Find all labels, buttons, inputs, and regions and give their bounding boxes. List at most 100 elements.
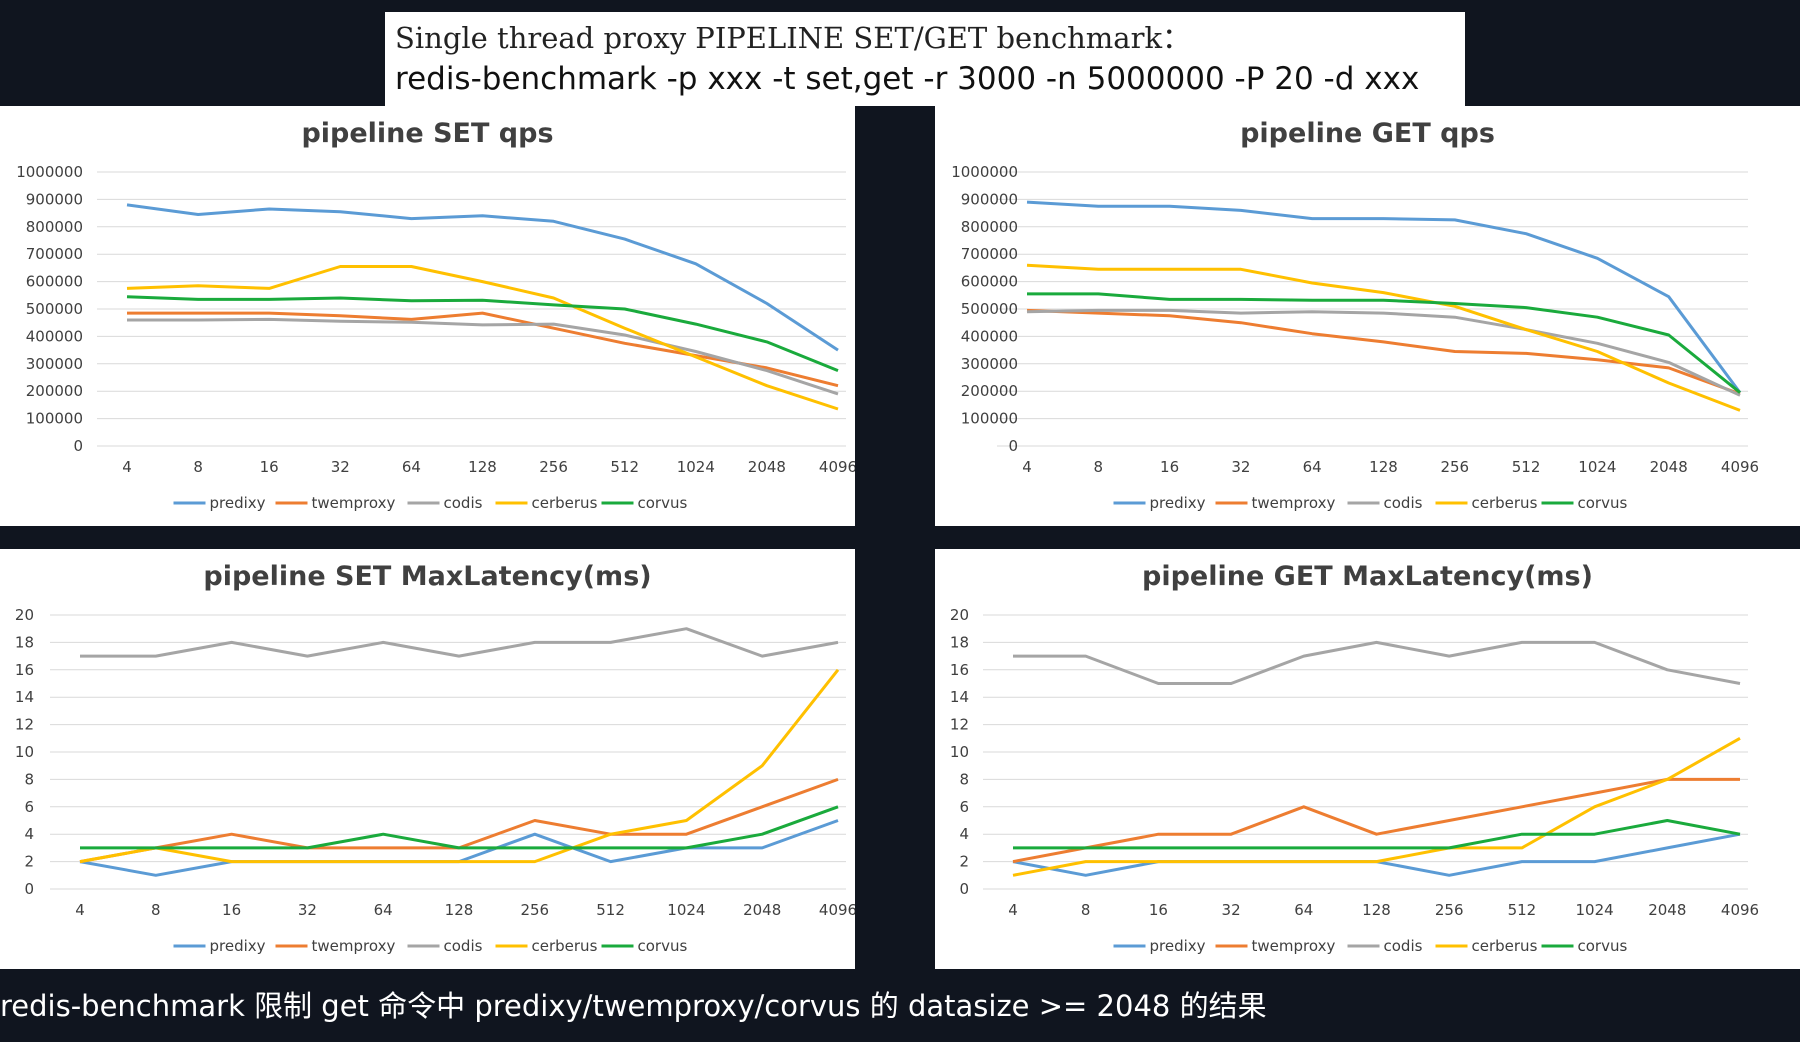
y-tick-label: 18 <box>950 633 969 651</box>
y-tick-label: 800000 <box>26 218 83 236</box>
x-tick-label: 1024 <box>1576 901 1614 919</box>
series-line-codis <box>80 627 839 658</box>
legend-label-corvus: corvus <box>638 494 688 512</box>
x-tick-label: 16 <box>260 458 279 476</box>
series-line-codis <box>1026 308 1741 397</box>
legend-label-codis: codis <box>1384 937 1423 955</box>
y-tick-label: 200000 <box>961 382 1018 400</box>
x-tick-label: 1024 <box>677 458 715 476</box>
series-line-codis <box>1013 640 1741 685</box>
legend-label-predixy: predixy <box>210 937 266 955</box>
x-tick-label: 128 <box>445 901 474 919</box>
x-tick-label: 512 <box>1512 458 1541 476</box>
x-tick-label: 2048 <box>743 901 781 919</box>
x-tick-label: 256 <box>539 458 568 476</box>
legend-label-codis: codis <box>444 494 483 512</box>
y-tick-label: 0 <box>959 880 969 898</box>
y-tick-label: 1000000 <box>951 163 1018 181</box>
y-tick-label: 100000 <box>26 410 83 428</box>
x-tick-label: 4 <box>75 901 85 919</box>
legend-label-corvus: corvus <box>1578 937 1628 955</box>
legend-label-twemproxy: twemproxy <box>312 494 396 512</box>
x-tick-label: 256 <box>520 901 549 919</box>
y-tick-label: 300000 <box>961 355 1018 373</box>
legend-label-codis: codis <box>1384 494 1423 512</box>
x-tick-label: 128 <box>468 458 497 476</box>
y-tick-label: 0 <box>1008 437 1018 455</box>
x-tick-label: 4096 <box>819 458 855 476</box>
chart-set-latency-svg: pipeline SET MaxLatency(ms) 0 2 4 6 8 10 12 14 16… <box>15 561 855 955</box>
caption-command: redis-benchmark -p xxx -t set,get -r 300… <box>395 61 1420 97</box>
x-tick-label: 2048 <box>1648 901 1686 919</box>
y-tick-label: 10 <box>15 743 34 761</box>
benchmark-caption: Single thread proxy PIPELINE SET/GET ben… <box>385 12 1465 106</box>
y-tick-label: 4 <box>24 825 34 843</box>
y-tick-label: 0 <box>73 437 83 455</box>
legend-label-corvus: corvus <box>638 937 688 955</box>
x-tick-label: 16 <box>222 901 241 919</box>
x-tick-label: 1024 <box>667 901 705 919</box>
y-tick-label: 900000 <box>26 190 83 208</box>
chart-get-latency-svg: pipeline GET MaxLatency(ms) 0 2 4 6 8 10 12 14 16… <box>950 561 1759 955</box>
legend-label-twemproxy: twemproxy <box>1252 494 1336 512</box>
y-tick-label: 700000 <box>961 245 1018 263</box>
x-tick-label: 64 <box>1303 458 1322 476</box>
x-tick-label: 8 <box>1081 901 1091 919</box>
y-tick-label: 0 <box>24 880 34 898</box>
chart-title: pipeline GET qps <box>1240 118 1495 149</box>
chart-set-latency: pipeline SET MaxLatency(ms) 0 2 4 6 8 10 12 14 16… <box>0 549 855 969</box>
chart-title: pipeline SET MaxLatency(ms) <box>203 561 651 592</box>
chart-set-qps-svg: pipeline SET qps 0 100000 200000 300000 40000… <box>16 118 855 512</box>
series-line-corvus <box>80 805 839 850</box>
footer-note: redis-benchmark 限制 get 命令中 predixy/twemp… <box>0 989 1267 1023</box>
y-tick-label: 300000 <box>26 355 83 373</box>
legend-label-predixy: predixy <box>210 494 266 512</box>
y-tick-label: 200000 <box>26 382 83 400</box>
x-tick-label: 256 <box>1440 458 1469 476</box>
legend-label-predixy: predixy <box>1150 937 1206 955</box>
x-tick-label: 128 <box>1369 458 1398 476</box>
legend-label-corvus: corvus <box>1578 494 1628 512</box>
caption-title: Single thread proxy PIPELINE SET/GET ben… <box>395 21 1192 55</box>
y-tick-label: 400000 <box>961 327 1018 345</box>
series-line-predixy <box>126 203 839 352</box>
x-tick-label: 32 <box>298 901 317 919</box>
y-tick-label: 100000 <box>961 410 1018 428</box>
chart-get-qps-svg: pipeline GET qps 0 100000 200000 300000 40000… <box>951 118 1759 512</box>
series-line-cerberus <box>1026 263 1741 412</box>
series-line-predixy <box>1026 200 1742 394</box>
y-tick-label: 600000 <box>961 273 1018 291</box>
x-tick-label: 512 <box>610 458 639 476</box>
y-tick-label: 8 <box>24 770 34 788</box>
legend-label-cerberus: cerberus <box>532 937 598 955</box>
x-tick-label: 16 <box>1149 901 1168 919</box>
x-tick-label: 1024 <box>1578 458 1616 476</box>
x-tick-label: 16 <box>1160 458 1179 476</box>
legend-label-cerberus: cerberus <box>1472 494 1538 512</box>
y-tick-label: 900000 <box>961 190 1018 208</box>
y-tick-label: 400000 <box>26 327 83 345</box>
series-line-twemproxy <box>1012 777 1740 864</box>
y-tick-label: 500000 <box>26 300 83 318</box>
y-tick-label: 14 <box>950 688 969 706</box>
x-tick-label: 512 <box>596 901 625 919</box>
y-tick-label: 8 <box>959 770 969 788</box>
y-tick-label: 600000 <box>26 273 83 291</box>
y-tick-label: 800000 <box>961 218 1018 236</box>
legend-label-predixy: predixy <box>1150 494 1206 512</box>
y-tick-label: 10 <box>950 743 969 761</box>
y-tick-label: 700000 <box>26 245 83 263</box>
series-line-corvus <box>126 295 839 372</box>
y-tick-label: 1000000 <box>16 163 83 181</box>
x-tick-label: 4096 <box>1721 458 1759 476</box>
legend-label-twemproxy: twemproxy <box>1252 937 1336 955</box>
chart-get-latency: pipeline GET MaxLatency(ms) 0 2 4 6 8 10 12 14 16… <box>935 549 1800 969</box>
x-tick-label: 256 <box>1435 901 1464 919</box>
chart-title: pipeline GET MaxLatency(ms) <box>1142 561 1593 592</box>
y-tick-label: 18 <box>15 633 34 651</box>
x-tick-label: 4096 <box>819 901 855 919</box>
legend-label-codis: codis <box>444 937 483 955</box>
legend-label-cerberus: cerberus <box>532 494 598 512</box>
x-tick-label: 2048 <box>1650 458 1688 476</box>
y-tick-label: 500000 <box>961 300 1018 318</box>
